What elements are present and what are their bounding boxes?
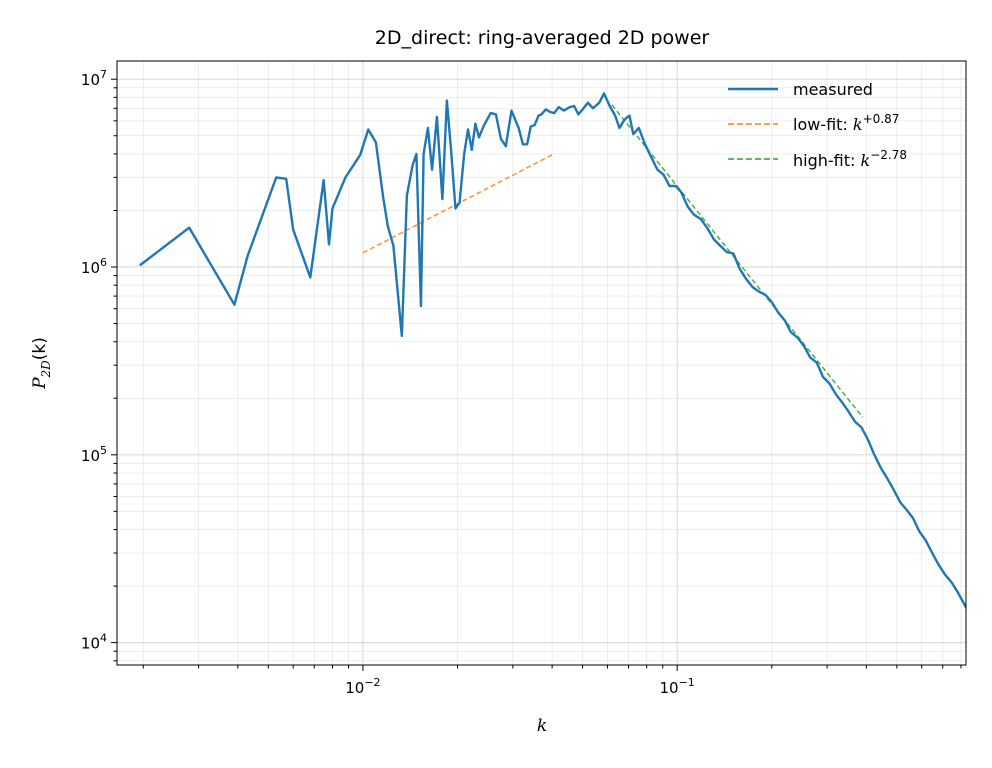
legend-low-fit-exp: +0.87 [863,112,900,126]
x-tick-label: 10−1 [660,676,695,697]
x-tick-base: 10 [660,679,679,697]
x-tick-exp: −1 [679,676,695,689]
legend-low-fit-k: k [853,115,863,134]
x-tick-label: 10−2 [345,676,380,697]
legend-label-measured: measured [793,80,873,99]
y-axis-label: P2D(k) [30,337,53,390]
y-tick-label: 104 [81,632,107,653]
y-axis-label-arg: (k) [30,337,50,360]
x-tick-base: 10 [345,679,364,697]
y-tick-exp: 7 [100,68,107,81]
legend-label-high-fit: high-fit: k−2.78 [793,148,907,170]
y-tick-exp: 4 [100,632,107,645]
y-tick-exp: 6 [100,256,107,269]
y-axis-label-sub: 2D [39,360,53,379]
y-axis-label-main: P [30,377,50,390]
legend-high-fit-text: high-fit: [793,151,860,170]
chart-title: 2D_direct: ring-averaged 2D power [375,27,710,49]
plot-area-frame [116,60,967,666]
y-tick-label: 107 [81,68,107,89]
y-tick-base: 10 [81,635,100,653]
y-tick-base: 10 [81,447,100,465]
y-tick-base: 10 [81,71,100,89]
x-axis-label: k [537,716,547,736]
legend-low-fit-text: low-fit: [793,115,853,134]
y-tick-exp: 5 [100,444,107,457]
legend-label-low-fit: low-fit: k+0.87 [793,112,899,134]
y-tick-label: 105 [81,444,107,465]
grid-lines [117,61,966,665]
y-tick-base: 10 [81,259,100,277]
x-tick-exp: −2 [364,676,380,689]
legend-high-fit-k: k [860,151,870,170]
axis-ticks [111,78,962,671]
legend-high-fit-exp: −2.78 [870,148,907,162]
y-tick-label: 106 [81,256,107,277]
series-line-measured [139,92,966,610]
series-layer [139,92,966,610]
legend: measured low-fit: k+0.87 high-fit: k−2.7… [728,80,907,170]
